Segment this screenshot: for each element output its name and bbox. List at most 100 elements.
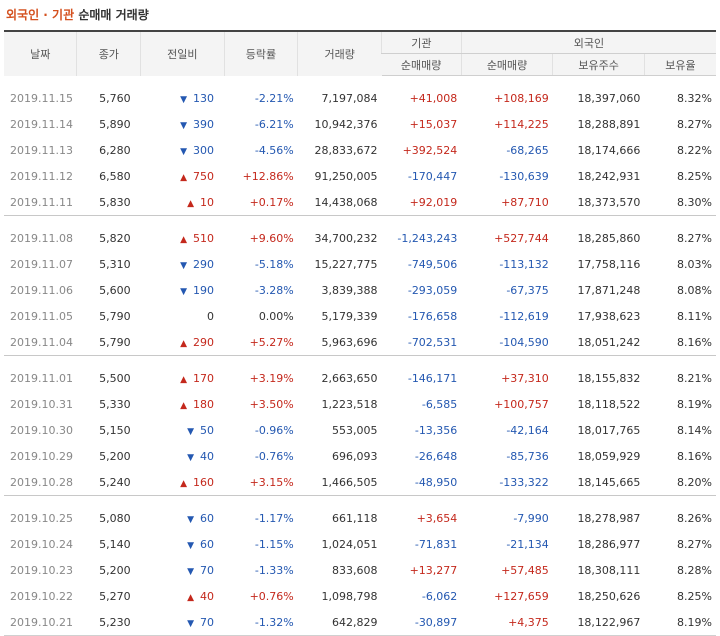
cell-inst-net: -170,447: [407, 169, 458, 183]
cell-close: 5,830: [99, 195, 131, 209]
cell-rate: +5.27%: [249, 335, 294, 349]
cell-inst-net: +392,524: [402, 143, 458, 157]
up-triangle-icon: ▲: [187, 198, 195, 209]
cell-close: 5,500: [99, 371, 131, 385]
cell-rate: +3.50%: [249, 397, 294, 411]
cell-inst-net: -702,531: [407, 335, 458, 349]
cell-close: 5,890: [99, 117, 131, 131]
change-value: 390: [193, 117, 215, 131]
down-triangle-icon: ▼: [180, 260, 188, 271]
cell-foreign-net: -113,132: [499, 257, 549, 271]
cell-foreign-shares: 18,051,242: [577, 335, 641, 349]
cell-volume: 7,197,084: [321, 91, 378, 105]
cell-change: ▼ 60: [141, 531, 224, 557]
cell-foreign-net: +4,375: [461, 609, 553, 636]
change-value: 60: [200, 511, 215, 525]
cell-foreign-net: -68,265: [506, 143, 549, 157]
change-value: 0: [207, 309, 215, 323]
table-row: 2019.11.05 5,790 0 0.00% 5,179,339 -176,658 -1…: [4, 303, 716, 329]
cell-foreign-ratio: 8.16%: [677, 335, 712, 349]
up-triangle-icon: ▲: [180, 172, 188, 183]
cell-inst-net: -6,585: [421, 397, 458, 411]
cell-foreign-ratio: 8.11%: [677, 309, 712, 323]
down-triangle-icon: ▼: [187, 540, 195, 551]
cell-foreign-ratio: 8.19%: [644, 609, 716, 636]
cell-volume: 14,438,068: [314, 195, 378, 209]
cell-foreign-net: -133,322: [499, 475, 549, 489]
cell-rate: +0.76%: [249, 589, 294, 603]
cell-date: 2019.10.25: [10, 511, 73, 525]
cell-close: 5,080: [99, 511, 131, 525]
down-triangle-icon: ▼: [187, 618, 195, 629]
cell-foreign-shares: 18,285,860: [577, 231, 641, 245]
change-value: 170: [193, 371, 215, 385]
cell-rate: +12.86%: [242, 169, 294, 183]
cell-inst-net: -1,243,243: [397, 231, 458, 245]
cell-foreign-shares: 18,145,665: [577, 475, 641, 489]
change-value: 130: [193, 91, 215, 105]
down-triangle-icon: ▼: [187, 514, 195, 525]
cell-volume: 3,839,388: [321, 283, 378, 297]
cell-foreign-ratio: 8.21%: [677, 371, 712, 385]
cell-volume: 1,466,505: [321, 475, 378, 489]
table-row: 2019.10.29 5,200 ▼ 40 -0.76% 696,093 -26,648 -8…: [4, 443, 716, 469]
cell-change: ▼ 190: [141, 277, 224, 303]
cell-foreign-ratio: 8.32%: [677, 91, 712, 105]
cell-foreign-shares: 18,059,929: [577, 449, 641, 463]
header-foreign: 외국인: [460, 30, 716, 54]
down-triangle-icon: ▼: [187, 452, 195, 463]
group-spacer: [4, 495, 716, 505]
up-triangle-icon: ▲: [180, 400, 188, 411]
cell-foreign-net: -21,134: [506, 537, 549, 551]
header-foreign-ratio: 보유율: [643, 53, 716, 76]
trading-volume-table: 날짜 종가 전일비 등락률 거래량 기관 외국인 순매매량 순매매량 보유주수 …: [4, 30, 716, 636]
cell-volume: 91,250,005: [314, 169, 378, 183]
down-triangle-icon: ▼: [187, 566, 195, 577]
down-triangle-icon: ▼: [180, 286, 188, 297]
cell-foreign-ratio: 8.19%: [677, 397, 712, 411]
up-triangle-icon: ▲: [180, 374, 188, 385]
cell-volume: 642,829: [297, 609, 382, 636]
cell-close: 5,230: [76, 609, 141, 636]
cell-foreign-ratio: 8.27%: [677, 537, 712, 551]
up-triangle-icon: ▲: [180, 478, 188, 489]
cell-foreign-net: +108,169: [494, 91, 549, 105]
table-row: 2019.10.31 5,330 ▲ 180 +3.50% 1,223,518 -6,585…: [4, 391, 716, 417]
cell-foreign-shares: 18,250,626: [577, 589, 641, 603]
cell-close: 5,760: [99, 91, 131, 105]
cell-foreign-ratio: 8.25%: [677, 589, 712, 603]
cell-inst-net: -749,506: [407, 257, 458, 271]
cell-change: ▼ 40: [141, 443, 224, 469]
cell-foreign-ratio: 8.27%: [677, 117, 712, 131]
spacer-cell: [4, 215, 716, 225]
table-row: 2019.10.30 5,150 ▼ 50 -0.96% 553,005 -13,356 -4…: [4, 417, 716, 443]
cell-close: 5,200: [99, 449, 131, 463]
cell-foreign-shares: 18,278,987: [577, 511, 641, 525]
spacer-cell: [4, 495, 716, 505]
down-triangle-icon: ▼: [180, 94, 188, 105]
header-change: 전일비: [140, 30, 225, 76]
cell-foreign-ratio: 8.08%: [677, 283, 712, 297]
header-close: 종가: [76, 30, 141, 76]
cell-date: 2019.10.23: [10, 563, 73, 577]
change-value: 510: [193, 231, 215, 245]
cell-change: ▼ 390: [141, 111, 224, 137]
cell-close: 5,820: [99, 231, 131, 245]
cell-rate: -2.21%: [254, 91, 294, 105]
cell-foreign-ratio: 8.16%: [677, 449, 712, 463]
cell-foreign-shares: 18,174,666: [577, 143, 641, 157]
cell-foreign-net: +37,310: [501, 371, 549, 385]
cell-volume: 28,833,672: [314, 143, 378, 157]
cell-inst-net: -26,648: [414, 449, 458, 463]
table-row: 2019.11.14 5,890 ▼ 390 -6.21% 10,942,376 +15,0…: [4, 111, 716, 137]
cell-volume: 5,179,339: [321, 309, 378, 323]
section-title-highlight: 외국인 · 기관: [6, 8, 75, 22]
cell-foreign-ratio: 8.20%: [677, 475, 712, 489]
cell-foreign-net: -42,164: [506, 423, 549, 437]
change-value: 70: [200, 615, 215, 629]
cell-foreign-shares: 18,288,891: [577, 117, 641, 131]
cell-inst-net: -30,897: [381, 609, 462, 636]
cell-close: 5,140: [99, 537, 131, 551]
change-value: 40: [200, 449, 215, 463]
cell-foreign-ratio: 8.25%: [677, 169, 712, 183]
